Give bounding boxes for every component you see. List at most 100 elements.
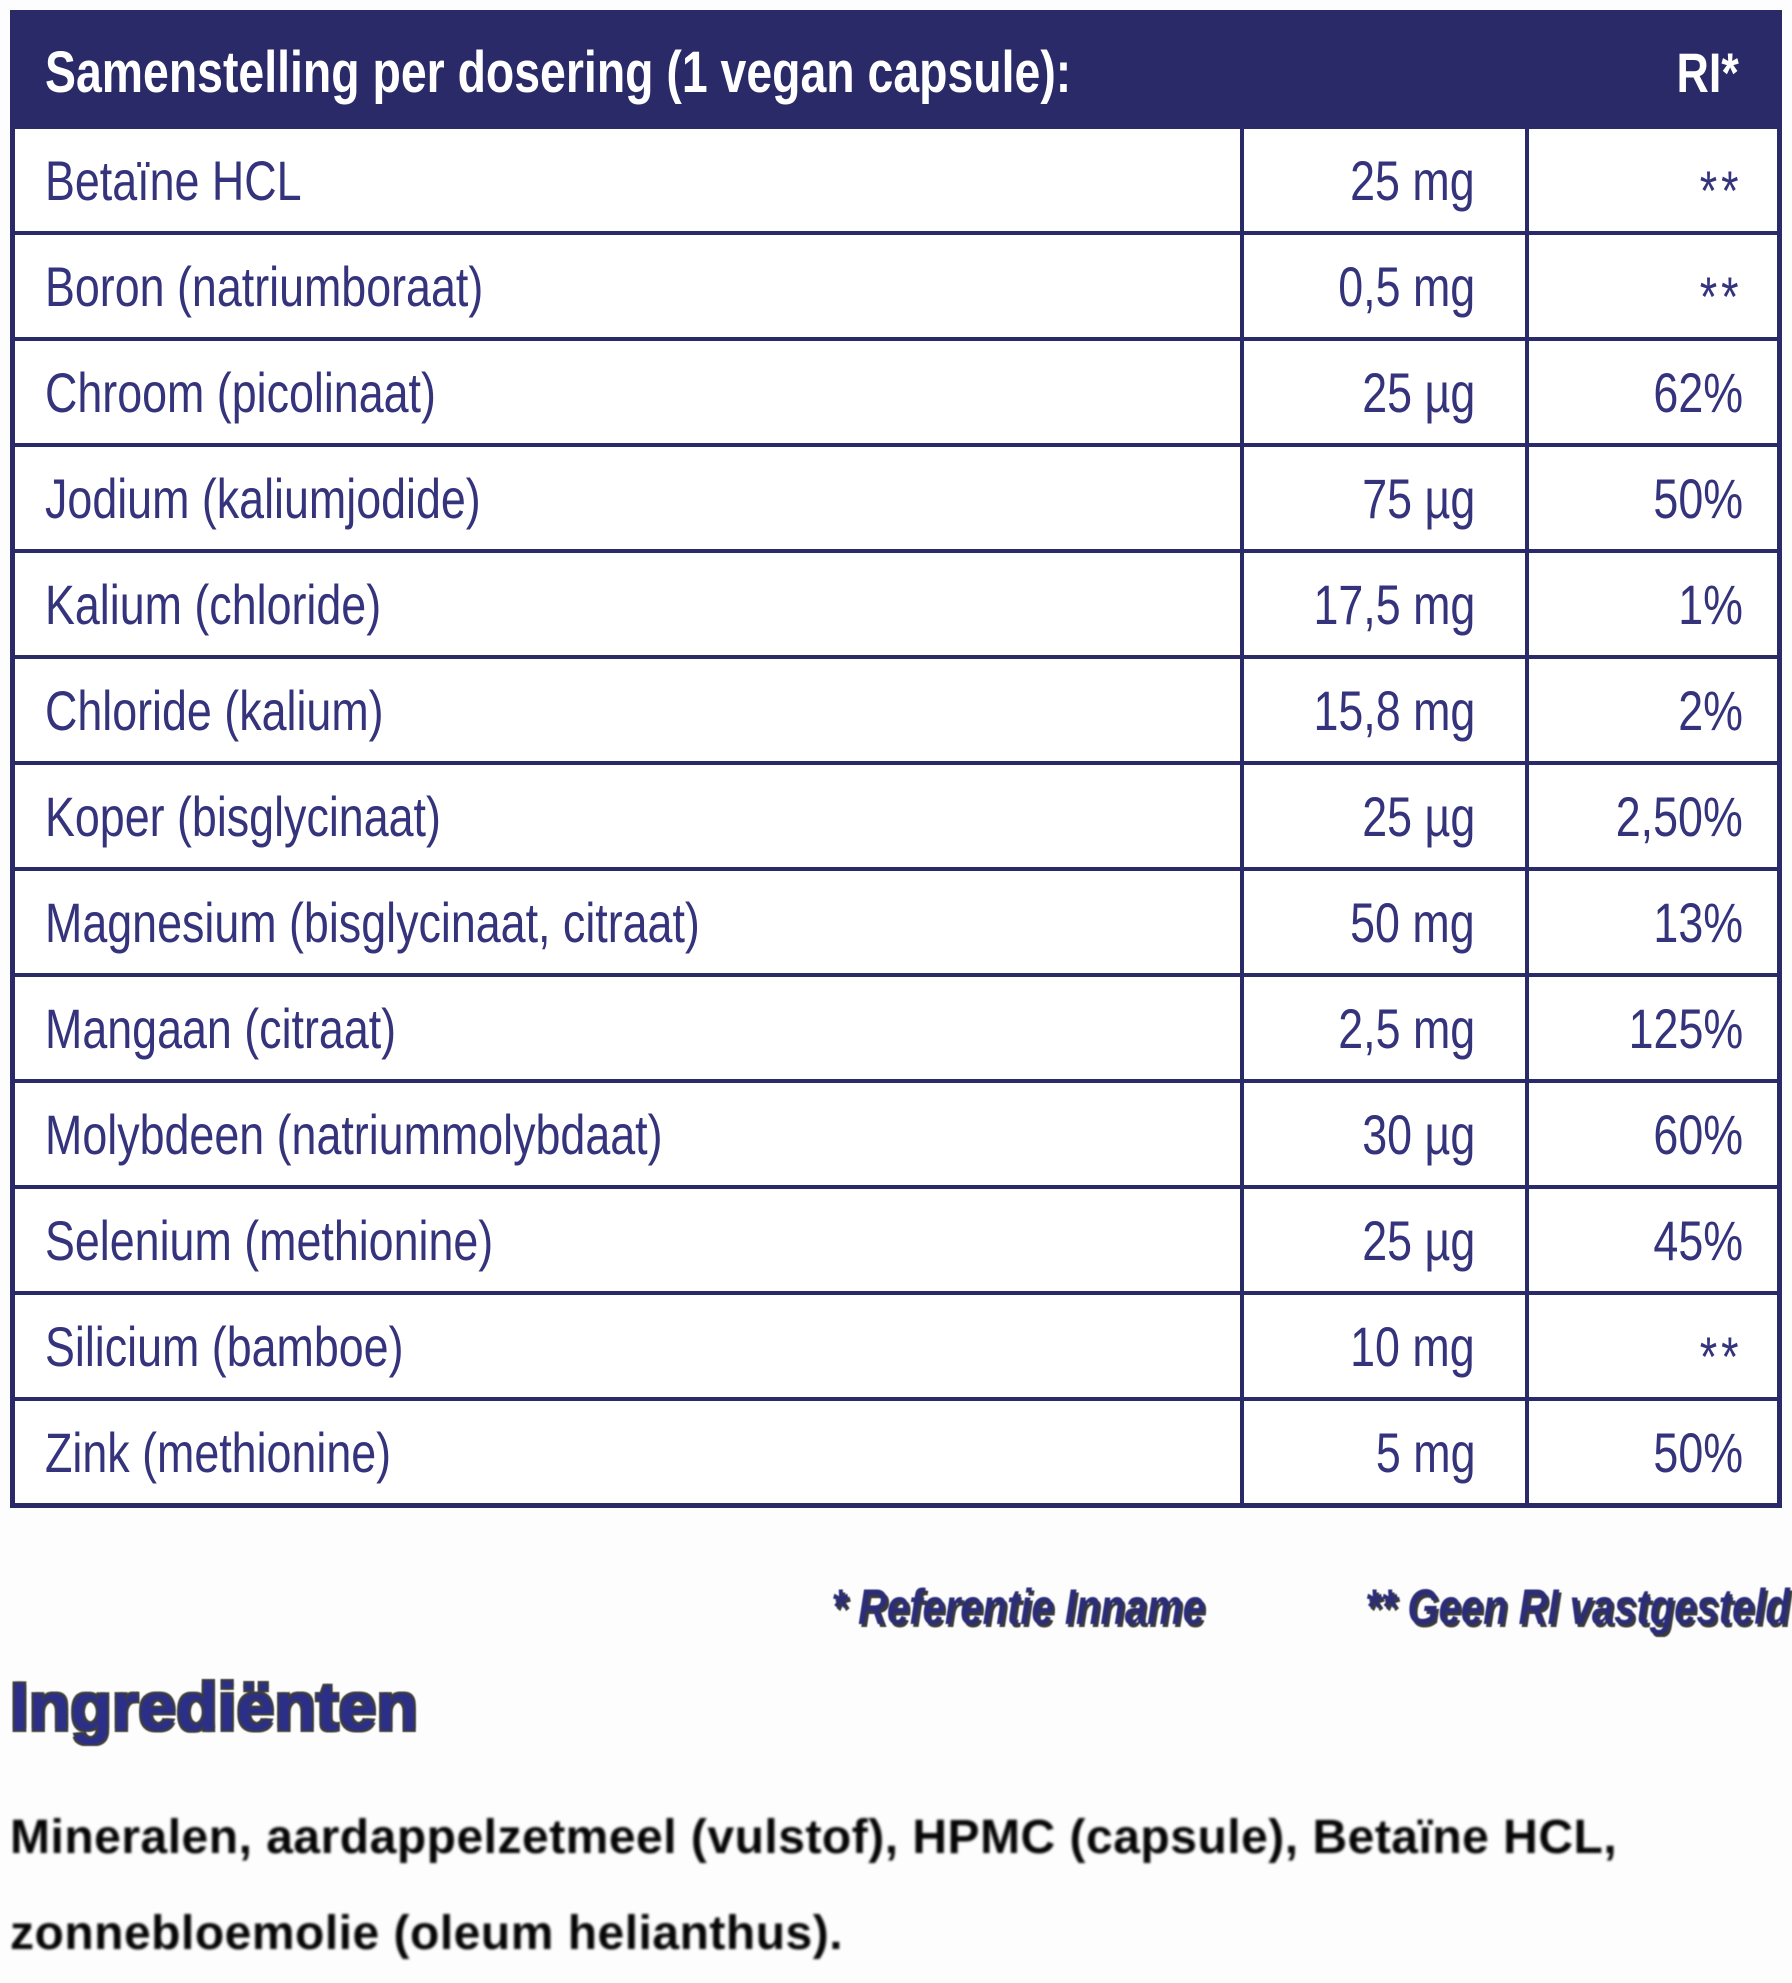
nutrient-ri: ** — [1529, 129, 1777, 231]
nutrient-name: Jodium (kaliumjodide) — [15, 447, 1240, 549]
nutrient-name: Mangaan (citraat) — [15, 977, 1240, 1079]
ingredients-line-2: zonnebloemolie (oleum helianthus). — [10, 1907, 844, 1960]
nutrient-amount-text: 25 µg — [1361, 360, 1475, 424]
footnote-no-ri: ** Geen RI vastgesteld — [1365, 1579, 1790, 1635]
nutrient-ri-text: 13% — [1653, 890, 1743, 954]
nutrient-ri-text: 50% — [1653, 1420, 1743, 1484]
nutrient-name: Koper (bisglycinaat) — [15, 765, 1240, 867]
table-row: Selenium (methionine) 25 µg 45% — [15, 1185, 1777, 1291]
nutrient-amount: 15,8 mg — [1240, 659, 1529, 761]
nutrient-amount: 5 mg — [1240, 1401, 1529, 1503]
table-row: Betaïne HCL 25 mg ** — [15, 129, 1777, 231]
nutrient-amount: 50 mg — [1240, 871, 1529, 973]
nutrient-name-text: Chloride (kalium) — [45, 678, 384, 742]
nutrient-amount-text: 0,5 mg — [1338, 254, 1475, 318]
nutrient-amount-text: 75 µg — [1361, 466, 1475, 530]
nutrient-amount-text: 15,8 mg — [1313, 678, 1475, 742]
nutrient-amount: 25 µg — [1240, 1189, 1529, 1291]
nutrient-ri: 50% — [1529, 447, 1777, 549]
ingredients-heading: Ingrediënten — [10, 1669, 419, 1745]
nutrient-amount: 25 mg — [1240, 129, 1529, 231]
nutrient-amount: 2,5 mg — [1240, 977, 1529, 1079]
nutrient-ri: 2,50% — [1529, 765, 1777, 867]
nutrient-amount-text: 2,5 mg — [1338, 996, 1475, 1060]
nutrient-ri-text: 50% — [1653, 466, 1743, 530]
nutrient-ri: 125% — [1529, 977, 1777, 1079]
nutrient-ri-text: 2% — [1678, 678, 1743, 742]
nutrient-amount-text: 5 mg — [1375, 1420, 1475, 1484]
nutrient-name: Magnesium (bisglycinaat, citraat) — [15, 871, 1240, 973]
nutrient-amount: 0,5 mg — [1240, 235, 1529, 337]
table-row: Koper (bisglycinaat) 25 µg 2,50% — [15, 761, 1777, 867]
nutrient-ri: 2% — [1529, 659, 1777, 761]
ri-column-header-text: RI* — [1676, 40, 1739, 104]
nutrient-amount: 75 µg — [1240, 447, 1529, 549]
nutrient-amount: 10 mg — [1240, 1295, 1529, 1397]
table-row: Zink (methionine) 5 mg 50% — [15, 1397, 1777, 1503]
nutrient-name: Silicium (bamboe) — [15, 1295, 1240, 1397]
nutrient-ri-text: ** — [1700, 264, 1743, 328]
nutrient-ri-text: 1% — [1678, 572, 1743, 636]
nutrient-name-text: Chroom (picolinaat) — [45, 360, 436, 424]
nutrient-name: Chroom (picolinaat) — [15, 341, 1240, 443]
table-row: Kalium (chloride) 17,5 mg 1% — [15, 549, 1777, 655]
table-body: Betaïne HCL 25 mg ** Boron (natriumboraat) 0… — [15, 129, 1777, 1503]
nutrient-name-text: Silicium (bamboe) — [45, 1314, 404, 1378]
nutrient-name-text: Boron (natriumboraat) — [45, 254, 484, 318]
nutrient-amount-text: 50 mg — [1350, 890, 1475, 954]
table-row: Chroom (picolinaat) 25 µg 62% — [15, 337, 1777, 443]
nutrient-ri-text: ** — [1700, 158, 1743, 222]
nutrient-name-text: Selenium (methionine) — [45, 1208, 494, 1272]
table-row: Silicium (bamboe) 10 mg ** — [15, 1291, 1777, 1397]
nutrient-name-text: Mangaan (citraat) — [45, 996, 397, 1060]
nutrient-name: Selenium (methionine) — [15, 1189, 1240, 1291]
nutrient-ri: 62% — [1529, 341, 1777, 443]
nutrient-ri: 50% — [1529, 1401, 1777, 1503]
nutrient-name-text: Molybdeen (natriummolybdaat) — [45, 1102, 663, 1166]
nutrient-amount: 17,5 mg — [1240, 553, 1529, 655]
nutrient-name-text: Betaïne HCL — [45, 148, 302, 212]
nutrient-ri-text: 125% — [1628, 996, 1743, 1060]
table-title-text: Samenstelling per dosering (1 vegan caps… — [45, 39, 1072, 105]
nutrient-name-text: Zink (methionine) — [45, 1420, 392, 1484]
nutrient-amount-text: 30 µg — [1361, 1102, 1475, 1166]
nutrient-amount: 25 µg — [1240, 765, 1529, 867]
nutrient-ri-text: 2,50% — [1615, 784, 1743, 848]
nutrient-ri: 60% — [1529, 1083, 1777, 1185]
nutrient-ri-text: 62% — [1653, 360, 1743, 424]
nutrient-name-text: Magnesium (bisglycinaat, citraat) — [45, 890, 700, 954]
table-row: Chloride (kalium) 15,8 mg 2% — [15, 655, 1777, 761]
nutrient-ri-text: 60% — [1653, 1102, 1743, 1166]
footnote: * Referentie Inname ** Geen RI vastgeste… — [738, 1578, 1790, 1636]
nutrient-ri: ** — [1529, 1295, 1777, 1397]
nutrient-amount-text: 25 µg — [1361, 784, 1475, 848]
nutrient-ri: 1% — [1529, 553, 1777, 655]
ingredients-text: Mineralen, aardappelzetmeel (vulstof), H… — [10, 1790, 1770, 1982]
supplement-facts-table: Samenstelling per dosering (1 vegan caps… — [10, 10, 1782, 1508]
nutrient-amount-text: 10 mg — [1350, 1314, 1475, 1378]
nutrient-ri-text: 45% — [1653, 1208, 1743, 1272]
nutrient-name-text: Kalium (chloride) — [45, 572, 382, 636]
ri-column-header: RI* — [1661, 40, 1739, 105]
table-row: Boron (natriumboraat) 0,5 mg ** — [15, 231, 1777, 337]
nutrient-name: Molybdeen (natriummolybdaat) — [15, 1083, 1240, 1185]
table-row: Molybdeen (natriummolybdaat) 30 µg 60% — [15, 1079, 1777, 1185]
nutrient-amount-text: 25 µg — [1361, 1208, 1475, 1272]
nutrient-amount: 30 µg — [1240, 1083, 1529, 1185]
table-row: Jodium (kaliumjodide) 75 µg 50% — [15, 443, 1777, 549]
nutrient-name: Betaïne HCL — [15, 129, 1240, 231]
footnote-reference-intake: * Referentie Inname — [831, 1579, 1206, 1635]
nutrient-name: Zink (methionine) — [15, 1401, 1240, 1503]
nutrient-ri: 45% — [1529, 1189, 1777, 1291]
nutrient-name: Chloride (kalium) — [15, 659, 1240, 761]
table-row: Magnesium (bisglycinaat, citraat) 50 mg 13… — [15, 867, 1777, 973]
table-title: Samenstelling per dosering (1 vegan caps… — [45, 39, 1328, 106]
nutrient-amount-text: 17,5 mg — [1313, 572, 1475, 636]
nutrient-ri: 13% — [1529, 871, 1777, 973]
table-header-row: Samenstelling per dosering (1 vegan caps… — [15, 15, 1777, 129]
nutrient-ri-text: ** — [1700, 1324, 1743, 1388]
nutrient-amount-text: 25 mg — [1350, 148, 1475, 212]
nutrient-name: Boron (natriumboraat) — [15, 235, 1240, 337]
table-row: Mangaan (citraat) 2,5 mg 125% — [15, 973, 1777, 1079]
